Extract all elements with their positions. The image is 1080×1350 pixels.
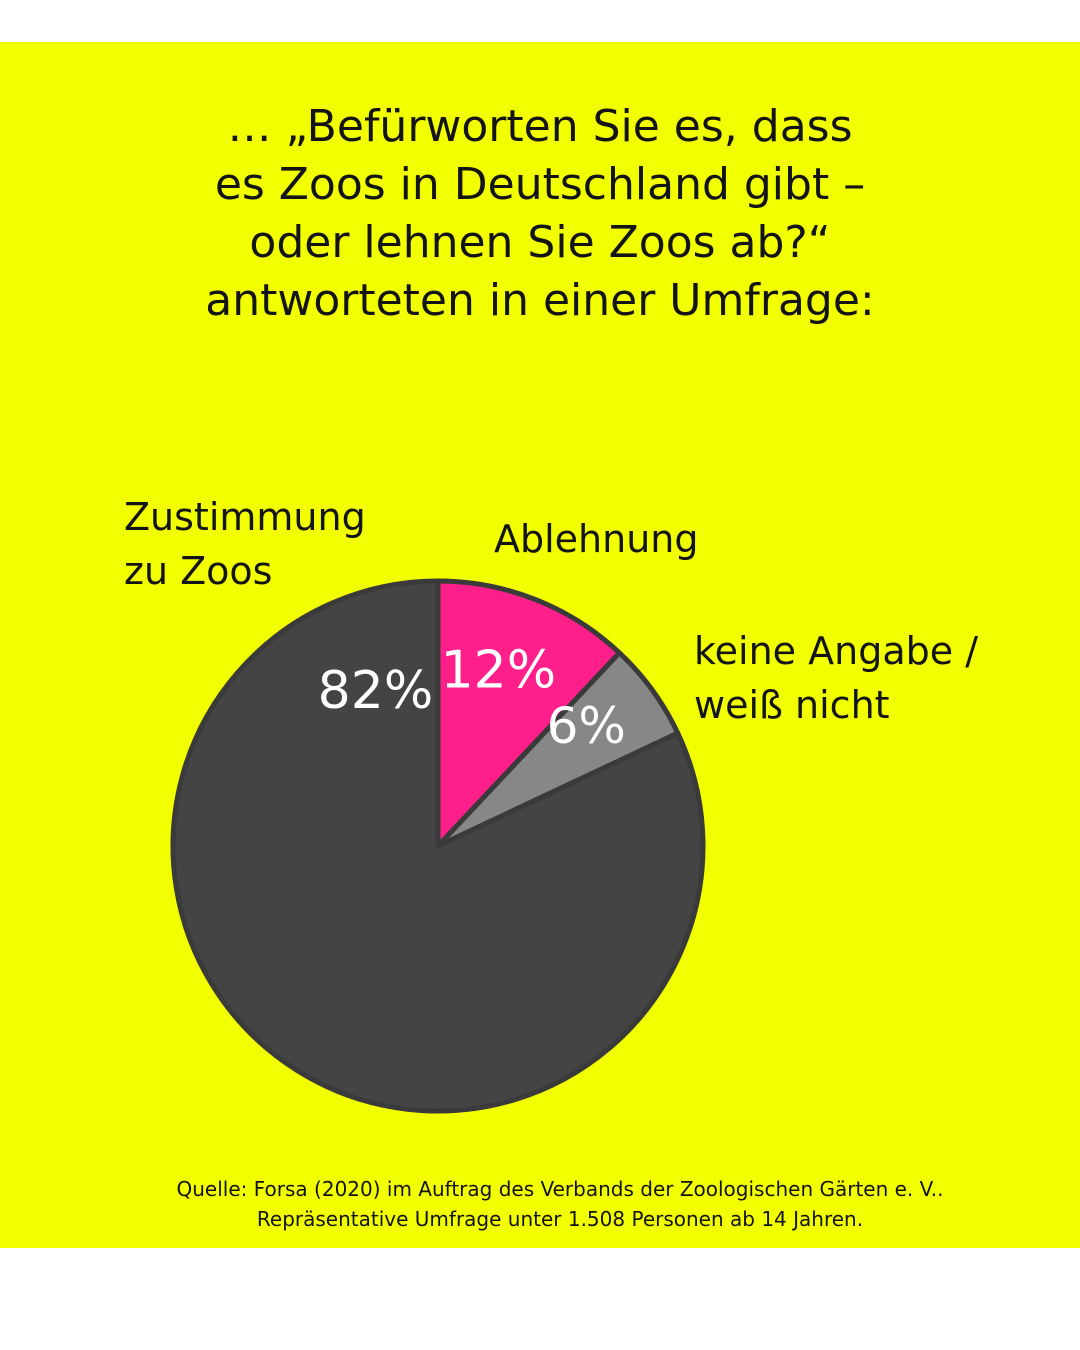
slice-label-ablehnung: Ablehnung bbox=[494, 512, 699, 566]
slice-label-zustimmung: Zustimmung zu Zoos bbox=[124, 490, 366, 598]
source-line: Quelle: Forsa (2020) im Auftrag des Verb… bbox=[176, 1177, 944, 1201]
value-label-zustimmung: 82% bbox=[318, 661, 434, 721]
source-line: Repräsentative Umfrage unter 1.508 Perso… bbox=[256, 1207, 864, 1231]
slice-label-keine-angabe: keine Angabe / weiß nicht bbox=[694, 624, 978, 732]
pie-slice-zustimmung bbox=[170, 578, 706, 1114]
title-line: … „Befürworten Sie es, dass bbox=[227, 101, 853, 152]
slice-label-line: Zustimmung bbox=[124, 495, 366, 539]
chart-title: … „Befürworten Sie es, dass es Zoos in D… bbox=[0, 98, 1080, 330]
title-line: es Zoos in Deutschland gibt – bbox=[214, 159, 866, 210]
source-note: Quelle: Forsa (2020) im Auftrag des Verb… bbox=[0, 1174, 1080, 1234]
slice-label-line: Ablehnung bbox=[494, 517, 699, 561]
slice-label-line: keine Angabe / bbox=[694, 629, 978, 673]
title-line: antworteten in einer Umfrage: bbox=[205, 275, 875, 326]
value-label-keine-angabe: 6% bbox=[547, 697, 626, 755]
title-line: oder lehnen Sie Zoos ab?“ bbox=[249, 217, 831, 268]
value-label-ablehnung: 12% bbox=[441, 641, 557, 701]
slice-label-line: zu Zoos bbox=[124, 549, 273, 593]
slice-label-line: weiß nicht bbox=[694, 683, 890, 727]
pie-slice-ablehnung bbox=[435, 578, 622, 849]
